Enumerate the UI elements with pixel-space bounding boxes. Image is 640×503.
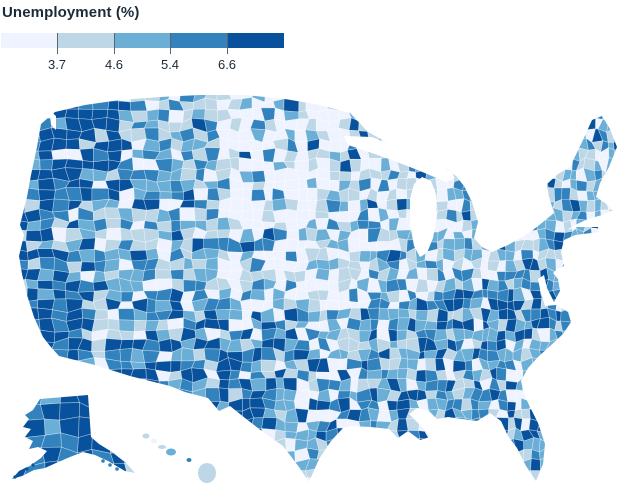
great-lakes xyxy=(50,111,455,257)
tick-line xyxy=(114,33,115,54)
tick-label: 3.7 xyxy=(47,57,67,72)
alaska-counties xyxy=(12,395,135,479)
island-specks xyxy=(13,459,119,479)
tick-label: 5.4 xyxy=(160,57,180,72)
tick-line xyxy=(227,33,228,54)
hawaii-islands xyxy=(142,433,216,483)
legend-swatch-4 xyxy=(170,33,228,48)
lower48-counties xyxy=(19,95,617,482)
legend-swatch-5 xyxy=(227,33,284,48)
legend: Unemployment (%) 3.7 4.6 5.4 6.6 xyxy=(0,0,300,75)
lake-michigan xyxy=(410,177,437,257)
legend-title: Unemployment (%) xyxy=(2,4,140,21)
tick-label: 4.6 xyxy=(104,57,124,72)
lake-superior xyxy=(344,136,455,182)
legend-color-band xyxy=(1,33,284,48)
tick-label: 6.6 xyxy=(217,57,237,72)
legend-swatch-1 xyxy=(1,33,58,48)
tick-line xyxy=(170,33,171,54)
tick-line xyxy=(57,33,58,54)
legend-swatch-2 xyxy=(57,33,115,48)
puget-sound xyxy=(50,111,56,130)
legend-swatch-3 xyxy=(114,33,171,48)
